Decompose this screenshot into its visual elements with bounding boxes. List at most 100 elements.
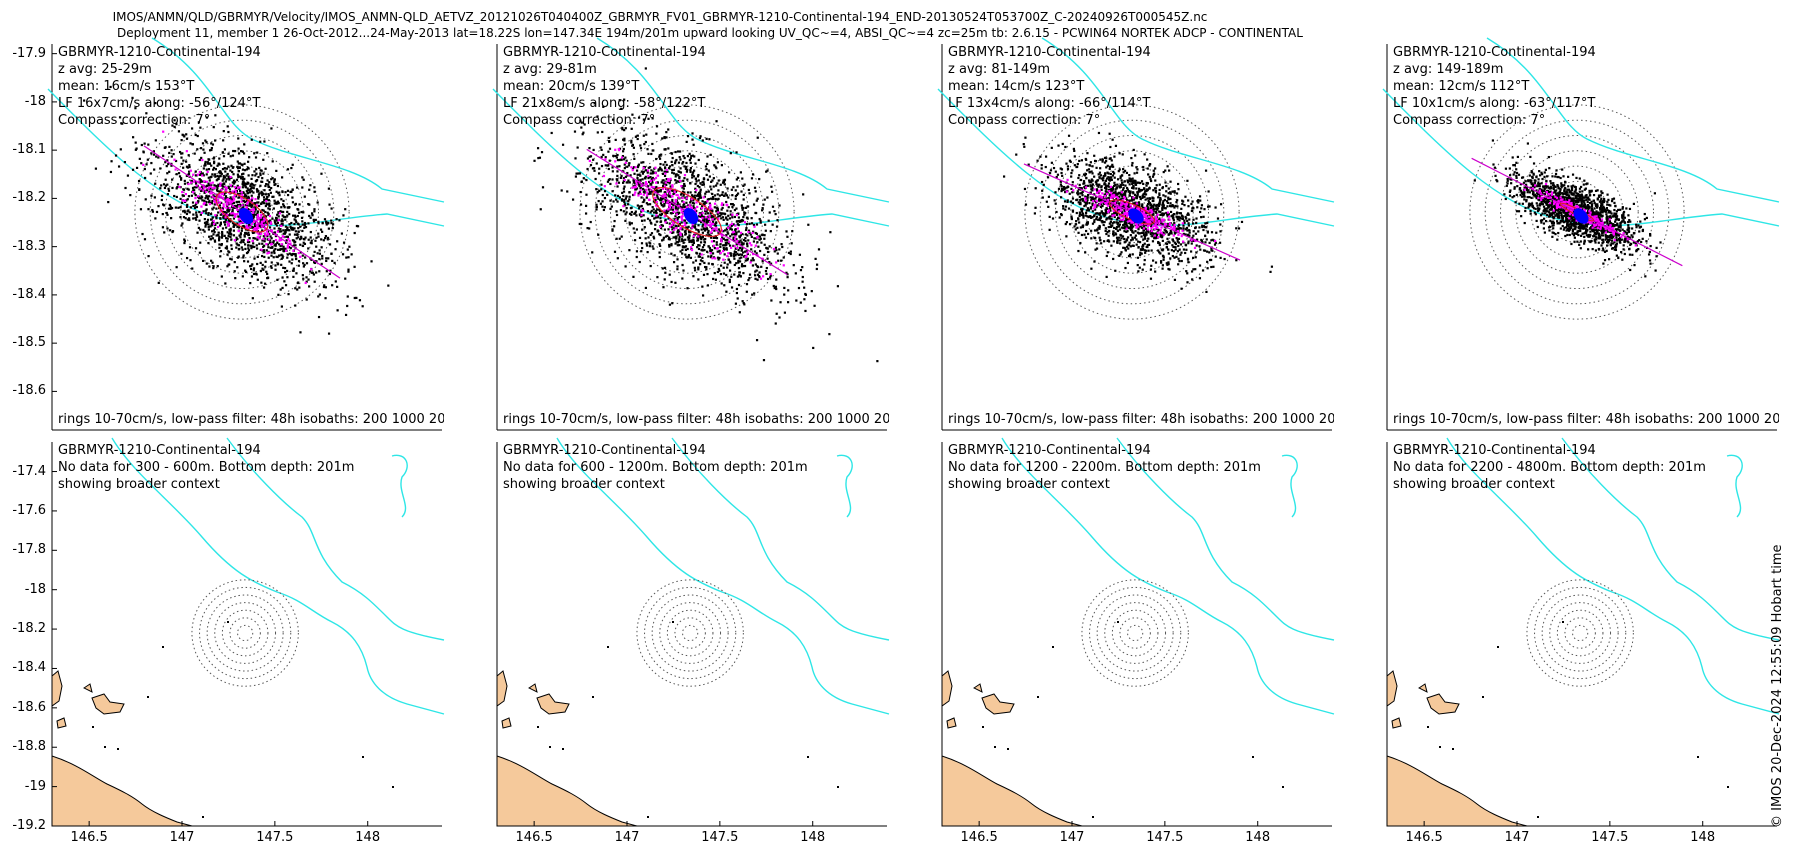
speed-ring [1526, 579, 1634, 687]
y-tick-label: -18.4 [12, 286, 46, 302]
isobath-line [556, 437, 890, 715]
annotation-name: GBRMYR-1210-Continental-194 [1393, 45, 1596, 60]
mean-velocity-marker [1128, 208, 1144, 224]
speed-ring [149, 119, 335, 305]
figure-title-line2: Deployment 11, member 1 26-Oct-2012...24… [117, 26, 1303, 40]
island [83, 683, 93, 693]
y-tick-label: -18.6 [12, 383, 46, 399]
land-mass [496, 755, 638, 827]
scatter-plot-1 [47, 37, 445, 431]
scatter-plot-3 [937, 37, 1335, 431]
reef-dot [104, 746, 106, 748]
y-tick-label: -17.4 [12, 463, 46, 479]
x-tick-label: 147 [169, 830, 195, 845]
y-tick-label: -18.1 [12, 142, 46, 158]
isobath-line [1041, 37, 1335, 203]
scatter-panel-3: GBRMYR-1210-Continental-194 z avg: 81-149… [937, 37, 1335, 431]
speed-ring [1127, 624, 1144, 642]
lowpass-ellipse [652, 187, 722, 237]
x-tick-label: 146.5 [1405, 830, 1443, 845]
island [91, 693, 125, 715]
annotation-z-avg: z avg: 29-81m [503, 62, 597, 77]
reef-dot [392, 786, 394, 788]
speed-ring [1070, 150, 1194, 274]
annotation-msg: No data for 1200 - 2200m. Bottom depth: … [948, 460, 1261, 475]
x-tick-label: 147 [1059, 830, 1085, 845]
reef-dot [362, 756, 364, 758]
island [981, 693, 1015, 715]
x-tick-label: 147.5 [256, 830, 294, 845]
speed-ring [1541, 594, 1619, 672]
land-mass [51, 755, 193, 827]
speed-ring [1500, 135, 1654, 289]
reef-dot [592, 696, 594, 698]
annotation-name: GBRMYR-1210-Continental-194 [1393, 443, 1596, 458]
x-tick-label: 146.5 [70, 830, 108, 845]
panel-footer-note: rings 10-70cm/s, low-pass filter: 48h is… [58, 412, 444, 427]
y-tick-label: -18.4 [12, 660, 46, 676]
speed-ring [674, 617, 706, 649]
reef-dot [117, 748, 119, 750]
isobath-line [1281, 454, 1298, 518]
map-panel-4: GBRMYR-1210-Continental-194 No data for 2… [1386, 437, 1780, 827]
island [528, 683, 538, 693]
speed-ring [636, 579, 744, 687]
panel-annotation: GBRMYR-1210-Continental-194 z avg: 29-81m… [503, 44, 706, 129]
isobath-line [492, 88, 890, 227]
reef-dot [1037, 696, 1039, 698]
scatter-plot-4 [1382, 37, 1780, 431]
speed-ring [134, 104, 350, 320]
speed-ring [210, 180, 274, 244]
y-tick-label: -17.9 [12, 45, 46, 61]
isobath-line [1116, 437, 1335, 641]
annotation-lf: LF 21x8cm/s along: -58°/122°T [503, 96, 706, 111]
speed-ring [625, 150, 749, 274]
x-tick-label: 148 [1690, 830, 1716, 845]
annotation-lf: LF 16x7cm/s along: -56°/124°T [58, 96, 261, 111]
speed-ring [1564, 617, 1596, 649]
context-map-4 [1386, 437, 1780, 827]
y-tick-label: -18.5 [12, 335, 46, 351]
reef-dot [1482, 696, 1484, 698]
map-panel-3: GBRMYR-1210-Continental-194 No data for 1… [941, 437, 1335, 827]
speed-ring [1484, 119, 1670, 305]
x-tick-label: 146.5 [515, 830, 553, 845]
annotation-name: GBRMYR-1210-Continental-194 [503, 443, 706, 458]
speed-ring [666, 609, 714, 657]
reef-dot [1282, 786, 1284, 788]
x-tick-label: 147 [1504, 830, 1530, 845]
context-map-3 [941, 437, 1335, 827]
scatter-points [83, 85, 390, 335]
figure-title-line1: IMOS/ANMN/QLD/GBRMYR/Velocity/IMOS_ANMN-… [112, 10, 1208, 24]
panel-footer-note: rings 10-70cm/s, low-pass filter: 48h is… [503, 412, 889, 427]
speed-ring [682, 624, 699, 642]
speed-ring [1089, 586, 1182, 680]
reef-dot [92, 726, 94, 728]
reef-dot [1537, 816, 1539, 818]
annotation-compass: Compass correction: 7° [948, 113, 1101, 128]
annotation-compass: Compass correction: 7° [503, 113, 656, 128]
annotation-name: GBRMYR-1210-Continental-194 [948, 45, 1151, 60]
y-tick-label: -17.8 [12, 542, 46, 558]
speed-ring [1111, 609, 1159, 657]
panel-annotation: GBRMYR-1210-Continental-194 z avg: 149-18… [1393, 44, 1596, 129]
land-mass [1386, 755, 1528, 827]
isobath-line [1382, 88, 1780, 227]
reef-dot [1427, 726, 1429, 728]
isobath-line [671, 437, 890, 641]
speed-ring [237, 624, 254, 642]
y-tick-label: -18.6 [12, 699, 46, 715]
y-tick-label: -18.2 [12, 621, 46, 637]
isobath-line [111, 437, 445, 715]
land-mass [1386, 670, 1398, 707]
y-tick-label: -18 [24, 581, 46, 597]
annotation-lf: LF 10x1cm/s along: -63°/117°T [1393, 96, 1596, 111]
y-tick-label: -18.3 [12, 238, 46, 254]
reef-dot [647, 816, 649, 818]
annotation-compass: Compass correction: 7° [1393, 113, 1546, 128]
land-mass [941, 670, 953, 707]
isobath-line [226, 437, 445, 641]
annotation-name: GBRMYR-1210-Continental-194 [948, 443, 1151, 458]
speed-ring [1081, 579, 1189, 687]
island [536, 693, 570, 715]
